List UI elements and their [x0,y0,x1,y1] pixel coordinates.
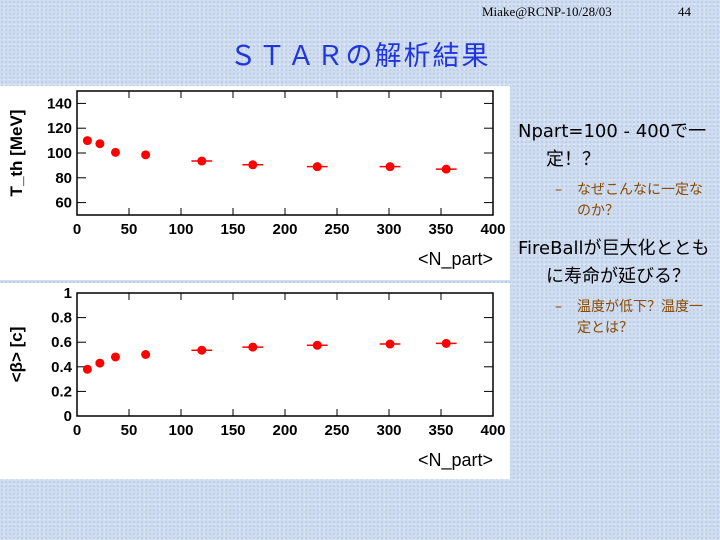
author-date: Miake@RCNP-10/28/03 [482,4,612,19]
data-point [141,150,151,160]
x-tick-label: 50 [121,422,138,439]
y-tick-label: 100 [47,145,72,162]
x-tick-label: 400 [480,221,505,238]
data-point [385,162,395,172]
y-axis-label: T_th [MeV] [7,110,26,197]
y-tick-label: 0.2 [51,383,72,400]
slide-title: ＳＴＡＲの解析結果 [229,41,491,72]
data-point [95,139,105,149]
x-tick-label: 250 [324,422,349,439]
x-tick-label: 200 [272,221,297,238]
x-tick-label: 0 [73,221,81,238]
page-number: 44 [678,4,691,19]
y-tick-label: 0.6 [51,334,72,351]
y-tick-label: 120 [47,120,72,137]
data-point [312,340,322,350]
data-point [95,358,105,368]
data-point [197,156,207,166]
x-tick-label: 150 [220,221,245,238]
data-point [385,339,395,349]
y-tick-label: 140 [47,95,72,112]
x-tick-label: 350 [428,422,453,439]
bullet-2-text: FireBallが巨大化とともに寿命が延びる？ [518,238,710,287]
data-point [248,342,258,352]
x-tick-label: 350 [428,221,453,238]
data-point [110,147,120,157]
data-point [441,338,451,348]
y-tick-label: 0 [64,408,72,425]
y-tick-label: 60 [55,195,72,212]
y-axis-label: <β> [c] [7,327,26,383]
bullet-2: FireBallが巨大化とともに寿命が延びる？ [518,235,718,291]
bullet-1-text: Npart=100 - 400で一定！？ [518,121,707,170]
data-point [110,352,120,362]
sub-bullet-2: – 温度が低下？温度一定とは？ [555,297,715,339]
chart-panel-beta [0,283,510,479]
data-point [248,160,258,170]
sub-bullet-2-text: 温度が低下？温度一定とは？ [577,299,703,336]
y-tick-label: 0.4 [51,359,73,376]
x-tick-label: 100 [168,422,193,439]
x-tick-label: 100 [168,221,193,238]
x-tick-label: 300 [376,422,401,439]
chart-panel-temperature [0,86,510,280]
x-tick-label: 300 [376,221,401,238]
x-tick-label: 200 [272,422,297,439]
x-axis-label: <N_part> [418,249,493,270]
sub-bullet-1: – なぜこんなに一定なのか？ [555,180,715,222]
plot-frame [76,292,494,417]
dash: – [555,182,562,198]
dash: – [555,299,562,315]
x-tick-label: 250 [324,221,349,238]
x-tick-label: 0 [73,422,81,439]
bullet-1: Npart=100 - 400で一定！？ [518,118,718,174]
data-point [197,345,207,355]
data-point [82,136,92,146]
data-point [312,162,322,172]
sub-bullet-1-text: なぜこんなに一定なのか？ [577,182,703,219]
x-tick-label: 400 [480,422,505,439]
plot-frame [76,90,494,216]
y-tick-label: 1 [64,285,72,302]
data-point [441,164,451,174]
x-tick-label: 50 [121,221,138,238]
x-tick-label: 150 [220,422,245,439]
y-tick-label: 0.8 [51,310,72,327]
data-point [82,364,92,374]
x-axis-label: <N_part> [418,450,493,471]
y-tick-label: 80 [55,170,72,187]
data-point [141,350,151,359]
